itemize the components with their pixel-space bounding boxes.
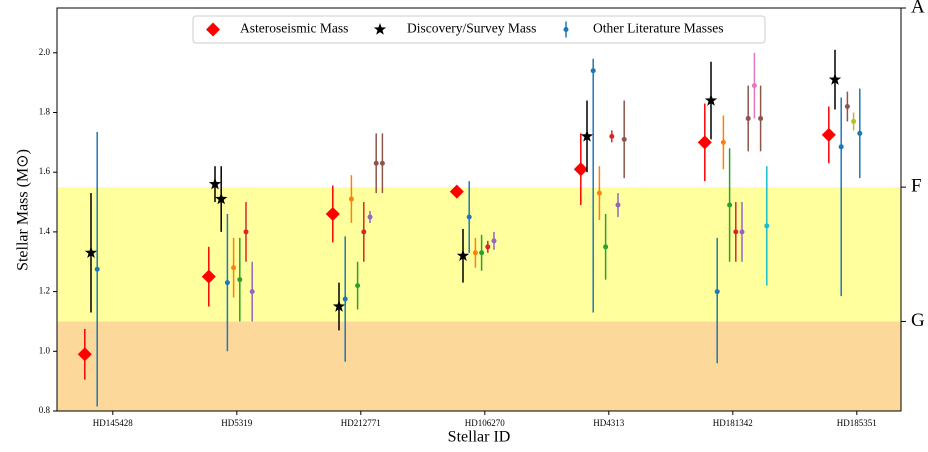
circle-marker xyxy=(758,115,764,121)
x-axis-label: Stellar ID xyxy=(448,429,511,446)
circle-marker xyxy=(466,214,472,220)
circle-marker xyxy=(249,289,255,295)
diamond-marker xyxy=(77,347,92,362)
x-tick-label: HD4313 xyxy=(593,418,624,428)
spectral-band xyxy=(57,187,901,322)
circle-marker xyxy=(720,139,726,145)
circle-marker xyxy=(491,238,497,244)
star-marker xyxy=(332,300,346,312)
x-tick-label: HD145428 xyxy=(93,418,133,428)
y-axis-label: Stellar Mass (M⊙) xyxy=(15,149,32,271)
circle-marker xyxy=(615,202,621,208)
circle-marker xyxy=(342,296,348,302)
circle-marker xyxy=(857,130,863,136)
circle-marker xyxy=(472,250,478,256)
diamond-marker xyxy=(697,135,712,150)
circle-marker xyxy=(603,244,609,250)
star-marker xyxy=(704,94,718,106)
circle-marker xyxy=(94,266,100,272)
circle-marker xyxy=(243,229,249,235)
circle-marker xyxy=(844,104,850,110)
diamond-marker xyxy=(821,127,836,142)
circle-marker xyxy=(851,118,857,124)
circle-marker xyxy=(379,160,385,166)
star-marker xyxy=(208,177,222,190)
circle-marker xyxy=(764,223,770,229)
circle-marker xyxy=(733,229,739,235)
x-tick-label: HD185351 xyxy=(837,418,877,428)
circle-marker xyxy=(355,283,361,289)
circle-marker xyxy=(231,265,237,271)
circle-marker xyxy=(596,190,602,196)
star-marker xyxy=(828,73,842,85)
y-tick-label: 1.2 xyxy=(39,286,50,296)
circle-marker xyxy=(838,144,844,150)
y-tick-label: 1.8 xyxy=(39,107,51,117)
circle-marker xyxy=(224,280,230,286)
circle-marker xyxy=(485,244,491,250)
legend-marker xyxy=(206,22,220,37)
y-tick-label: 2.0 xyxy=(39,47,51,57)
y-tick-label: 0.8 xyxy=(39,405,51,415)
circle-marker xyxy=(590,68,596,74)
diamond-marker xyxy=(325,206,340,221)
circle-marker xyxy=(367,214,373,220)
star-marker xyxy=(215,192,228,205)
legend-marker xyxy=(373,23,387,35)
x-tick-label: HD212771 xyxy=(341,418,381,428)
legend-marker xyxy=(563,27,569,32)
star-marker xyxy=(456,249,470,261)
circle-marker xyxy=(479,250,485,256)
spectral-band xyxy=(57,321,901,411)
legend-label: Asteroseismic Mass xyxy=(240,21,348,36)
y2-tick-label: F xyxy=(911,175,922,196)
circle-marker xyxy=(609,133,615,139)
diamond-marker xyxy=(573,162,588,177)
x-tick-label: HD106270 xyxy=(465,418,505,428)
y2-tick-label: A xyxy=(911,0,925,17)
circle-marker xyxy=(739,229,745,235)
legend-label: Discovery/Survey Mass xyxy=(407,21,536,36)
y-tick-label: 1.6 xyxy=(39,166,51,176)
y-tick-label: 1.0 xyxy=(39,345,51,355)
circle-marker xyxy=(727,202,733,208)
circle-marker xyxy=(751,83,757,89)
x-tick-label: HD5319 xyxy=(221,418,252,428)
x-tick-label: HD181342 xyxy=(713,418,753,428)
plot-frame xyxy=(56,7,902,412)
circle-marker xyxy=(237,277,243,283)
circle-marker xyxy=(714,289,720,295)
circle-marker xyxy=(745,115,751,121)
star-marker xyxy=(84,246,98,258)
circle-marker xyxy=(621,136,627,142)
diamond-marker xyxy=(201,269,216,284)
star-marker xyxy=(580,129,594,142)
y2-tick-label: G xyxy=(911,310,925,331)
diamond-marker xyxy=(449,184,464,199)
legend-label: Other Literature Masses xyxy=(593,21,723,36)
legend-box xyxy=(192,15,766,44)
circle-marker xyxy=(348,196,354,202)
y-tick-label: 1.4 xyxy=(39,226,51,236)
circle-marker xyxy=(361,229,367,235)
circle-marker xyxy=(373,160,379,166)
